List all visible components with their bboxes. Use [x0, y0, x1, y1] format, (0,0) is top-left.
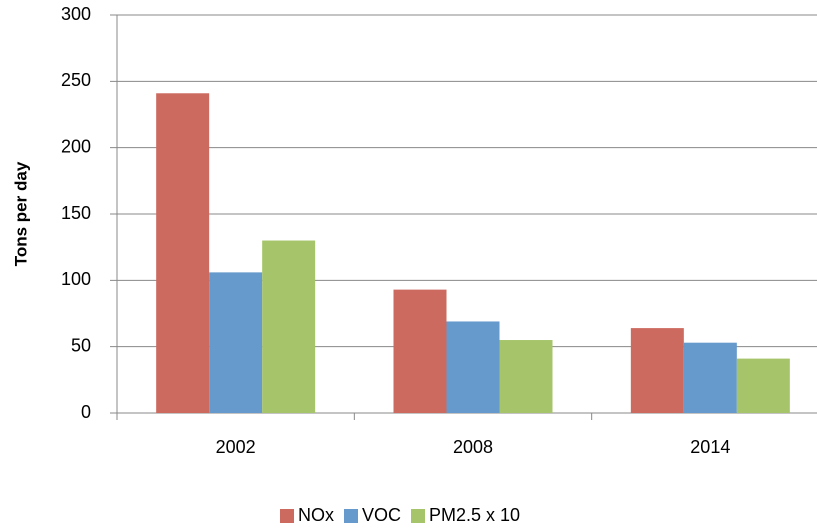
bar — [156, 93, 210, 414]
bar — [209, 272, 263, 413]
x-tick-label: 2014 — [690, 437, 730, 457]
bar — [630, 328, 684, 413]
legend-swatch — [280, 509, 294, 523]
legend-label: VOC — [362, 505, 401, 525]
y-tick-label: 250 — [61, 70, 91, 90]
y-tick-label: 200 — [61, 136, 91, 156]
bar — [262, 240, 316, 413]
y-tick-label: 50 — [71, 335, 91, 355]
legend-swatch — [344, 509, 358, 523]
y-tick-label: 0 — [81, 402, 91, 422]
legend-swatch — [411, 509, 426, 523]
legend-label: NOx — [298, 505, 334, 525]
y-tick-label: 150 — [61, 203, 91, 223]
y-tick-label: 300 — [61, 4, 91, 24]
y-axis-label: Tons per day — [11, 161, 30, 266]
legend-label: PM2.5 x 10 — [429, 505, 520, 525]
x-tick-label: 2002 — [216, 437, 256, 457]
bar — [683, 342, 737, 413]
bar — [393, 289, 447, 413]
bar — [736, 358, 790, 413]
bar — [499, 340, 553, 413]
x-tick-label: 2008 — [453, 437, 493, 457]
y-tick-label: 100 — [61, 269, 91, 289]
bar — [446, 321, 500, 413]
